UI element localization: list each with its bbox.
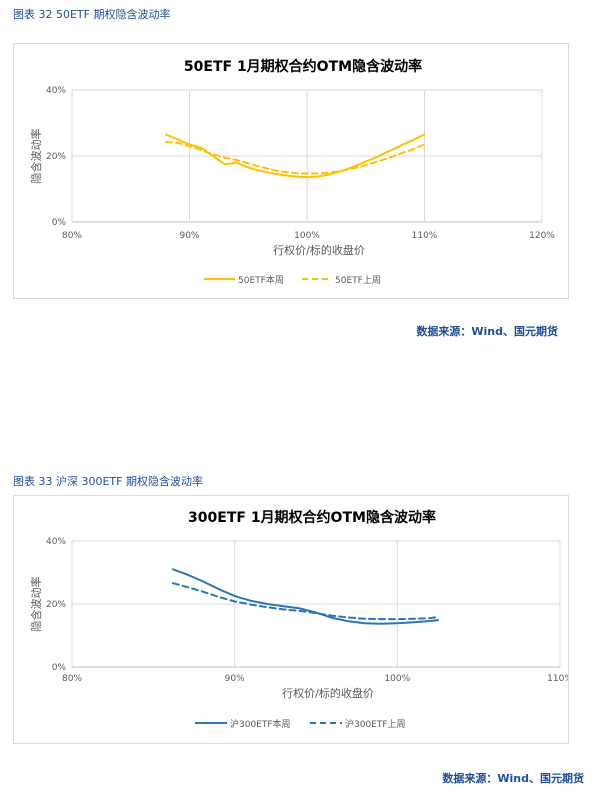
- series-line-last-week: [165, 141, 426, 175]
- chart-panel: 50ETF 1月期权合约OTM隐含波动率 0% 20% 40% 80% 90% 100% 11…: [13, 43, 569, 299]
- x-tick-label: 90%: [225, 674, 245, 684]
- figure-caption: 图表 32 50ETF 期权隐含波动率: [13, 8, 171, 21]
- x-tick-label: 110%: [547, 674, 568, 684]
- line-chart: 300ETF 1月期权合约OTM隐含波动率 0% 20% 40% 80% 90% 100% 1…: [29, 509, 568, 730]
- chart-title: 50ETF 1月期权合约OTM隐含波动率: [184, 58, 422, 75]
- data-source: 数据来源：Wind、国元期货: [442, 772, 584, 785]
- figure-caption: 图表 33 沪深 300ETF 期权隐含波动率: [13, 475, 203, 488]
- x-tick-label: 110%: [412, 231, 438, 241]
- y-tick-label: 20%: [46, 600, 66, 610]
- legend-label: 50ETF上周: [335, 275, 381, 286]
- y-axis-label: 隐含波动率: [29, 129, 43, 184]
- chart-title: 300ETF 1月期权合约OTM隐含波动率: [188, 509, 436, 526]
- y-axis-label: 隐含波动率: [29, 577, 43, 632]
- series-line-last-week: [171, 582, 439, 621]
- x-tick-label: 80%: [62, 231, 82, 241]
- y-tick-label: 40%: [46, 537, 66, 547]
- y-tick-label: 0%: [52, 218, 67, 228]
- x-tick-label: 100%: [294, 231, 320, 241]
- legend-label: 50ETF本周: [238, 274, 284, 286]
- x-tick-label: 90%: [179, 231, 199, 241]
- legend-label: 沪300ETF本周: [230, 718, 291, 730]
- series-line-this-week: [171, 568, 439, 625]
- x-axis-label: 行权价/标的收盘价: [282, 686, 374, 700]
- y-tick-label: 0%: [52, 663, 67, 673]
- x-tick-label: 80%: [62, 674, 82, 684]
- data-source: 数据来源：Wind、国元期货: [416, 325, 558, 338]
- legend-label: 沪300ETF上周: [345, 718, 406, 730]
- chart-panel: 300ETF 1月期权合约OTM隐含波动率 0% 20% 40% 80% 90% 100% 1…: [13, 495, 569, 744]
- y-tick-label: 40%: [46, 86, 66, 96]
- y-tick-label: 20%: [46, 152, 66, 162]
- line-chart: 50ETF 1月期权合约OTM隐含波动率 0% 20% 40% 80% 90% 100% 11…: [29, 58, 555, 286]
- x-axis-label: 行权价/标的收盘价: [273, 243, 365, 257]
- x-tick-label: 100%: [384, 674, 410, 684]
- x-tick-label: 120%: [529, 231, 555, 241]
